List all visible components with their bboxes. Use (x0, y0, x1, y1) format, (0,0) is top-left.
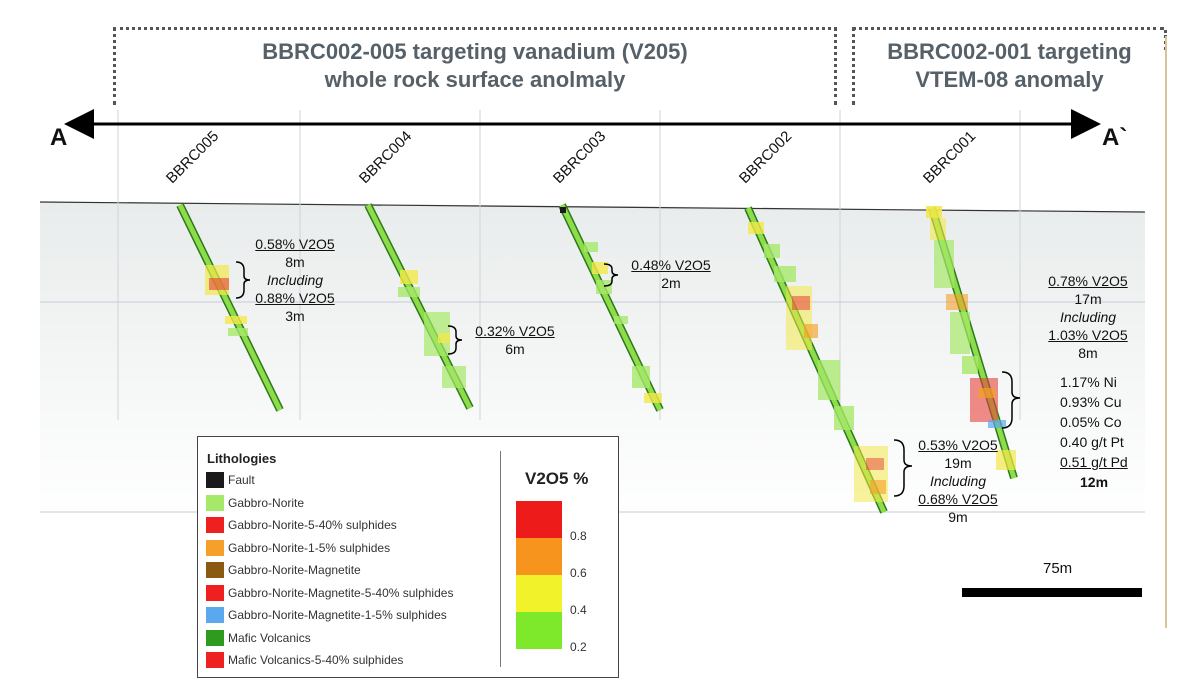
grade-bbrc004: 0.32% V2O5 (475, 323, 555, 339)
including-bbrc005: Including (266, 272, 324, 288)
grade-bbrc003: 0.48% V2O5 (631, 257, 711, 273)
drillhole-bbrc001 (926, 206, 1018, 480)
co-value: 0.05% Co (1060, 414, 1122, 430)
legend-item-label: Mafic Volcanics-5-40% sulphides (228, 653, 404, 667)
header-left-line2: whole rock surface anolmaly (324, 67, 626, 92)
legend-swatch (206, 562, 224, 578)
grade2-bbrc002: 0.68% V2O5 (918, 491, 998, 507)
drillhole-bbrc004 (364, 203, 474, 410)
including-bbrc001: Including (1059, 309, 1117, 325)
header-right-line2: VTEM-08 anomaly (915, 67, 1104, 92)
section-end-label: A` (1102, 124, 1128, 151)
right-border-line (1165, 36, 1167, 628)
colour-scale-value: 0.8 (570, 529, 587, 543)
legend-swatch (206, 629, 224, 646)
legend-swatch (206, 652, 224, 668)
grade-bbrc005: 0.58% V2O5 (255, 236, 335, 252)
length2-bbrc001: 8m (1078, 345, 1098, 361)
including-bbrc002: Including (929, 473, 987, 489)
annotation-bbrc001-base: 1.17% Ni 0.93% Cu 0.05% Co 0.40 g/t Pt 0… (1060, 372, 1150, 492)
length2-bbrc005: 3m (285, 308, 305, 324)
length-bbrc005: 8m (285, 254, 305, 270)
pd-value: 0.51 g/t Pd (1060, 454, 1128, 470)
legend-swatch (206, 472, 224, 488)
pt-value: 0.40 g/t Pt (1060, 434, 1124, 450)
legend-item-label: Gabbro-Norite-1-5% sulphides (228, 540, 391, 555)
legend-item-label: Gabbro-Norite (228, 495, 305, 510)
annotation-bbrc004: 0.32% V2O5 6m (470, 322, 560, 358)
colour-scale-value: 0.4 (570, 603, 587, 617)
header-left-line1: BBRC002-005 targeting vanadium (V205) (262, 39, 688, 64)
annotation-bbrc001-v: 0.78% V2O5 17m Including 1.03% V2O5 8m (1040, 272, 1136, 362)
legend-item-label: Gabbro-Norite-5-40% sulphides (228, 518, 397, 532)
annotation-bbrc005: 0.58% V2O5 8m Including 0.88% V2O5 3m (250, 235, 340, 325)
header-right-line1: BBRC002-001 targeting (887, 39, 1132, 64)
legend-swatch (206, 494, 224, 511)
legend: Lithologies Fault Gabbro-Norite Gabbro-Nor… (197, 436, 619, 678)
drillhole-bbrc002 (744, 206, 888, 514)
legend-item-label: Gabbro-Norite-Magnetite-5-40% sulphides (228, 585, 454, 600)
annotation-bbrc003: 0.48% V2O5 2m (626, 256, 716, 292)
grade-bbrc002: 0.53% V2O5 (918, 437, 998, 453)
scalebar (962, 588, 1142, 597)
legend-separator (500, 451, 501, 667)
header-left: BBRC002-005 targeting vanadium (V205) wh… (113, 27, 837, 105)
legend-title: Lithologies (207, 451, 277, 466)
braces (235, 261, 1021, 497)
length-bbrc002: 19m (944, 455, 972, 471)
drillhole-bbrc003 (558, 203, 664, 412)
legend-item-label: Mafic Volcanics (228, 630, 311, 645)
legend-swatch (206, 539, 224, 556)
length-bbrc004: 6m (505, 341, 525, 357)
scale-title: V2O5 % (525, 469, 589, 488)
legend-item-label: Gabbro-Norite-Magnetite (228, 563, 361, 577)
drillhole-bbrc005 (176, 203, 284, 412)
section-start-label: A (50, 124, 68, 151)
ni-value: 1.17% Ni (1060, 374, 1117, 390)
colour-scale-band (516, 575, 562, 612)
legend-item-label: Fault (228, 473, 255, 487)
legend-item-label: Gabbro-Norite-Magnetite-1-5% sulphides (228, 608, 447, 622)
colour-scale-band (516, 538, 562, 575)
colour-scale-band (516, 612, 562, 649)
cu-value: 0.93% Cu (1060, 394, 1122, 410)
grade-bbrc001: 0.78% V2O5 (1048, 273, 1128, 289)
grade2-bbrc005: 0.88% V2O5 (255, 290, 335, 306)
length-bbrc003: 2m (661, 275, 681, 291)
colour-scale-value: 0.6 (570, 566, 587, 580)
length-bbrc001: 17m (1074, 291, 1102, 307)
base-length: 12m (1080, 474, 1109, 490)
scalebar-label: 75m (1043, 560, 1073, 577)
legend-swatch (206, 607, 224, 623)
legend-swatch (206, 584, 224, 601)
colour-scale-band (516, 501, 562, 538)
legend-swatch (206, 517, 224, 533)
annotation-bbrc002: 0.53% V2O5 19m Including 0.68% V2O5 9m (910, 436, 1006, 526)
header-right: BBRC002-001 targeting VTEM-08 anomaly (852, 27, 1167, 105)
grade2-bbrc001: 1.03% V2O5 (1048, 327, 1128, 343)
length2-bbrc002: 9m (948, 509, 968, 525)
colour-scale-value: 0.2 (570, 640, 587, 654)
